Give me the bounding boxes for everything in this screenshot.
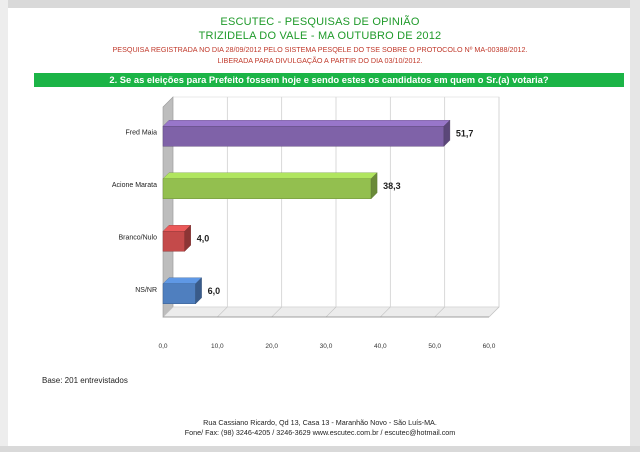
x-tick-label: 20,0 <box>265 343 278 350</box>
bar-end <box>195 277 202 305</box>
value-label: 6,0 <box>208 286 221 296</box>
window-frame-right <box>630 0 640 452</box>
value-label: 38,3 <box>383 181 401 191</box>
survey-subtitle: TRIZIDELA DO VALE - MA OUTUBRO DE 2012 <box>198 30 442 42</box>
floor-gridline <box>434 306 445 318</box>
floor-gridline <box>217 306 228 318</box>
release-note: LIBERADA PARA DIVULGAÇÃO A PARTIR DO DIA… <box>217 56 423 65</box>
category-label: Acione Marata <box>112 182 157 189</box>
registration-note: PESQUISA REGISTRADA NO DIA 28/09/2012 PE… <box>112 45 528 54</box>
bar-top <box>162 120 451 127</box>
window-frame-top <box>0 0 640 8</box>
category-label: Fred Maia <box>125 129 157 136</box>
category-label: NS/NR <box>135 287 157 294</box>
floor-gridline <box>325 306 337 318</box>
x-tick-label: 50,0 <box>428 343 441 350</box>
window-frame-bottom <box>0 446 640 452</box>
bar-end <box>370 172 378 200</box>
floor-gridline <box>162 306 174 318</box>
value-label: 51,7 <box>456 128 474 138</box>
category-label: Branco/Nulo <box>118 234 157 241</box>
window-frame-left <box>0 0 8 452</box>
bar-end <box>443 119 451 147</box>
footer-contact: Fone/ Fax: (98) 3246-4205 / 3246-3629 ww… <box>184 428 456 437</box>
bar-end <box>184 224 191 252</box>
x-tick-label: 10,0 <box>211 343 224 350</box>
x-tick-label: 40,0 <box>374 343 387 350</box>
bar <box>162 126 445 147</box>
x-tick-label: 0,0 <box>158 343 167 350</box>
bar-top <box>162 172 378 179</box>
floor-gridline <box>380 306 391 318</box>
bar <box>162 178 372 199</box>
base-note: Base: 201 entrevistados <box>42 376 128 385</box>
bar-top <box>162 277 203 284</box>
value-label: 4,0 <box>197 233 210 243</box>
question-banner: 2. Se as eleições para Prefeito fossem h… <box>34 73 624 87</box>
bar-chart: 0,0 10,0 20,0 30,0 40,0 50,0 60,0 Fred Maia 51,7… <box>112 96 500 350</box>
bar <box>162 231 185 252</box>
x-tick-label: 60,0 <box>483 343 496 350</box>
x-tick-label: 30,0 <box>320 343 333 350</box>
org-title: ESCUTEC - PESQUISAS DE OPINIÃO <box>220 16 420 28</box>
footer-address: Rua Cassiano Ricardo, Qd 13, Casa 13 - M… <box>203 418 437 427</box>
floor-gridline <box>271 306 282 318</box>
bar <box>162 283 196 304</box>
floor-gridline <box>488 306 500 318</box>
